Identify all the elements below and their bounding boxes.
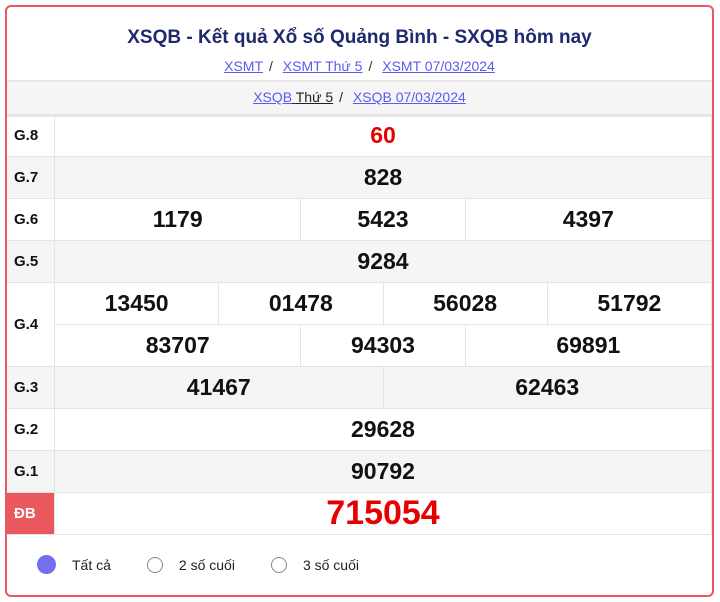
prize-label: G.4: [7, 282, 55, 367]
option-label: 3 số cuối: [302, 556, 359, 573]
prize-label: G.2: [7, 408, 55, 451]
prize-number: 13450: [53, 282, 220, 325]
row-g3: G.3 41467 62463: [7, 366, 712, 409]
row-g6: G.6 1179 5423 4397: [7, 198, 712, 241]
weekday-text: Thứ 5: [295, 89, 334, 105]
prize-number: 9284: [54, 240, 712, 283]
prize-number: 83707: [53, 324, 302, 367]
prize-label: G.3: [7, 366, 55, 409]
radio-icon[interactable]: [270, 556, 287, 573]
display-options: Tất cả 2 số cuối 3 số cuối: [37, 555, 395, 574]
prize-number: 69891: [464, 324, 712, 367]
prize-number: 60: [54, 114, 712, 157]
prize-label: G.7: [7, 156, 55, 199]
prize-number: 01478: [218, 282, 384, 325]
prize-label: ĐB: [7, 492, 55, 535]
page-title: XSQB - Kết quả Xổ số Quảng Bình - SXQB h…: [127, 27, 592, 48]
radio-icon[interactable]: [146, 556, 163, 573]
row-db: ĐB 715054: [7, 492, 712, 535]
prize-number: 51792: [546, 282, 712, 325]
results-card: XSQB - Kết quả Xổ số Quảng Bình - SXQB h…: [5, 5, 714, 597]
row-g7: G.7 828: [7, 156, 712, 199]
prize-label: G.8: [7, 114, 55, 157]
link-xsmt-thu5[interactable]: XSMT Thứ 5: [282, 58, 363, 74]
radio-selected-icon[interactable]: [37, 555, 56, 574]
option-last-3[interactable]: 3 số cuối: [270, 556, 359, 573]
option-all[interactable]: Tất cả: [37, 555, 111, 574]
prize-number: 29628: [54, 408, 712, 451]
link-xsmt[interactable]: XSMT: [224, 58, 264, 74]
sub-breadcrumb: XSQB Thứ 5/ XSQB 07/03/2024: [7, 80, 712, 117]
option-last-2[interactable]: 2 số cuối: [146, 556, 235, 573]
row-g8: G.8 60: [7, 114, 712, 157]
option-label: Tất cả: [72, 556, 111, 573]
row-g1: G.1 90792: [7, 450, 712, 493]
prize-label: G.5: [7, 240, 55, 283]
link-xsqb-date[interactable]: XSQB 07/03/2024: [352, 89, 466, 105]
prize-number: 41467: [54, 366, 384, 409]
prize-number: 94303: [300, 324, 466, 367]
row-g4b: 83707 94303 69891: [7, 324, 712, 367]
special-prize-number: 715054: [54, 492, 712, 535]
link-xsmt-date[interactable]: XSMT 07/03/2024: [382, 58, 495, 74]
row-g2: G.2 29628: [7, 408, 712, 451]
breadcrumb: XSMT / XSMT Thứ 5/ XSMT 07/03/2024: [224, 58, 495, 74]
prize-number: 1179: [53, 198, 302, 241]
prize-number: 56028: [382, 282, 548, 325]
prize-number: 90792: [54, 450, 712, 493]
prize-label: G.1: [7, 450, 55, 493]
option-label: 2 số cuối: [178, 556, 235, 573]
row-g4a: G.4 13450 01478 56028 51792: [7, 282, 712, 367]
results-table: G.8 60 G.7 828 G.6 1179 5423 4397 G.5 9284 G.4…: [7, 114, 712, 535]
prize-label: G.6: [7, 198, 55, 241]
prize-number: 62463: [382, 366, 712, 409]
prize-number: 4397: [464, 198, 712, 241]
prize-number: 828: [54, 156, 712, 199]
row-g5: G.5 9284: [7, 240, 712, 283]
link-xsqb[interactable]: XSQB: [253, 89, 293, 105]
prize-number: 5423: [300, 198, 466, 241]
